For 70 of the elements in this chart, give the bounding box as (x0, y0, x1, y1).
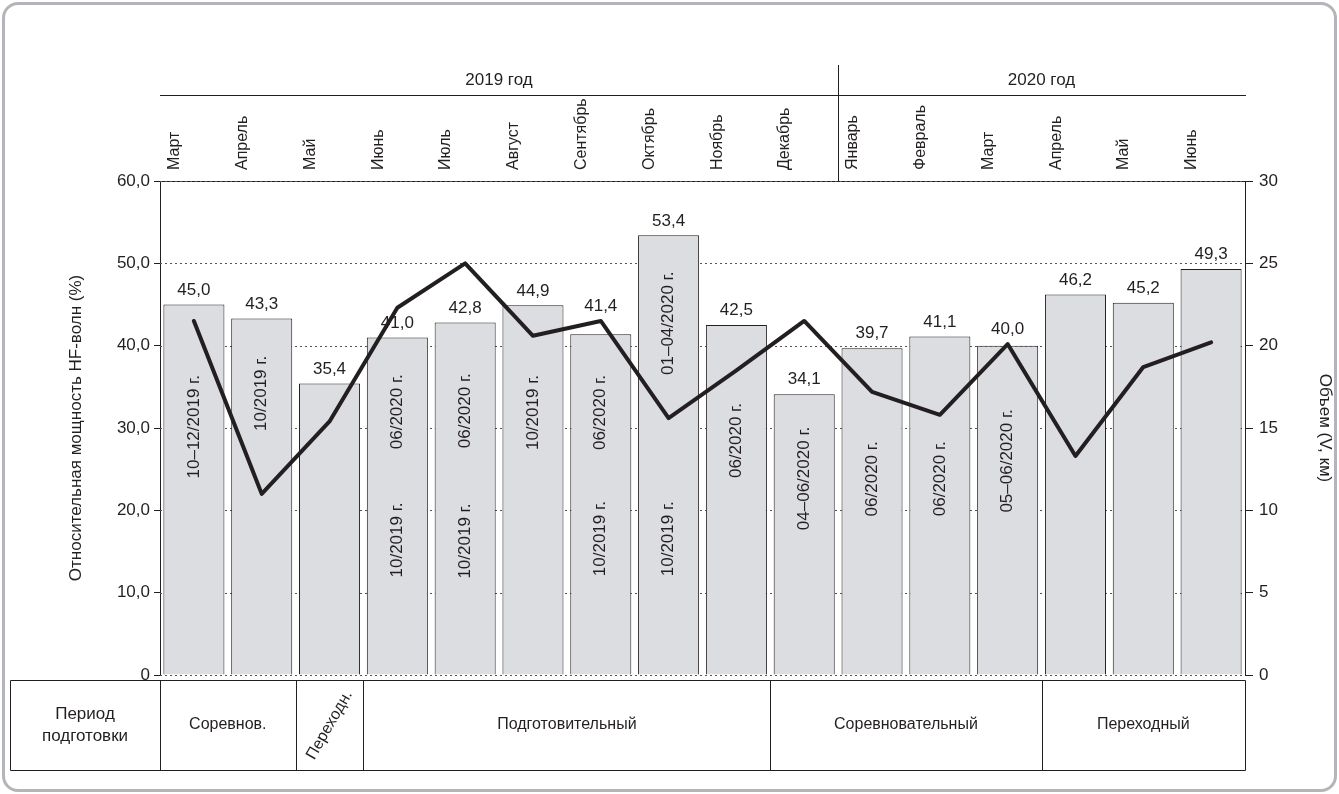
annotation: 01–04/2020 г. (658, 271, 678, 375)
x-tick-label: Май (1114, 138, 1132, 170)
y-axis-title: Относительная мощность HF-волн (%) (65, 274, 85, 582)
data-label: 39,7 (855, 323, 889, 343)
text: 2019 год (464, 69, 534, 91)
y2-tick-label: 20 (1259, 335, 1278, 355)
x-tick-label: Август (504, 121, 522, 170)
y2-tick-label: 30 (1259, 170, 1278, 190)
annotation: 10–12/2019 г. (183, 375, 203, 479)
data-label: 46,2 (1058, 269, 1093, 289)
annotation: 06/2020 г. (454, 373, 474, 449)
annotation: 04–06/2020 г. (793, 426, 813, 531)
x-tick-label: Апрель (1046, 115, 1064, 170)
annotation: 06/2020 г. (726, 403, 746, 479)
annotation: 05–06/2020 г. (997, 409, 1017, 513)
data-label: 41,4 (584, 296, 618, 316)
data-label: 53,4 (652, 210, 686, 230)
y-tick-label: 40,0 (116, 335, 150, 355)
text: Период подготовки (41, 703, 129, 745)
data-label: 42,8 (448, 297, 482, 317)
text: Подготовительный (497, 715, 637, 733)
y2-tick-label: 15 (1259, 417, 1278, 437)
x-tick-label: Июнь (1182, 129, 1200, 170)
text: Соревнов. (189, 715, 267, 733)
annotation: 10/2019 г. (522, 375, 542, 451)
data-label: 43,3 (245, 293, 279, 313)
text: 2020 год (1006, 69, 1077, 91)
x-tick-label: Март (978, 131, 996, 170)
y2-tick-label: 5 (1259, 582, 1269, 602)
x-tick-label: Декабрь (775, 107, 793, 170)
annotation: 06/2020 г. (929, 441, 949, 517)
data-label: 45,2 (1126, 278, 1160, 298)
text: Соревновательный (834, 715, 978, 733)
data-label: 44,9 (516, 280, 550, 300)
x-tick-label: Март (165, 131, 183, 170)
data-label: 34,1 (787, 369, 821, 389)
x-tick-label: Февраль (911, 104, 929, 170)
annotation: 06/2020 г. (590, 375, 610, 451)
y2-axis-title: Объем (V, км) (1316, 373, 1336, 483)
y-tick-label: 0 (140, 664, 150, 684)
x-tick-label: Апрель (232, 115, 250, 170)
y-tick-label: 30,0 (116, 417, 150, 437)
x-tick-label: Январь (843, 115, 861, 170)
annotation: 10/2019 г. (387, 502, 407, 578)
annotation: 06/2020 г. (387, 374, 407, 450)
data-label: 42,5 (719, 300, 753, 320)
y-tick-label: 50,0 (116, 253, 150, 273)
annotation: 10/2019 г. (658, 501, 678, 577)
annotation: 10/2019 г. (590, 501, 610, 577)
y2-tick-label: 10 (1259, 500, 1278, 520)
y-tick-label: 60,0 (116, 170, 150, 190)
annotation: 10/2019 г. (454, 503, 474, 579)
x-tick-label: Май (300, 138, 318, 170)
data-label: 45,0 (177, 279, 211, 299)
data-label: 49,3 (1194, 244, 1228, 264)
y-tick-label: 10,0 (116, 582, 150, 602)
annotation: 10/2019 г. (251, 355, 271, 431)
x-tick-label: Октябрь (639, 107, 657, 170)
y-tick-label: 20,0 (116, 500, 150, 520)
x-tick-label: Сентябрь (571, 98, 589, 170)
y2-tick-label: 0 (1259, 664, 1269, 684)
data-label: 40,0 (991, 319, 1025, 339)
data-label: 41,1 (923, 311, 957, 331)
text: Переходный (1096, 715, 1190, 733)
x-tick-label: Ноябрь (707, 114, 725, 170)
annotation: 06/2020 г. (861, 441, 881, 517)
y2-tick-label: 25 (1259, 253, 1278, 273)
x-tick-label: Июль (436, 129, 454, 170)
data-label: 35,4 (312, 358, 347, 378)
x-tick-label: Июнь (368, 129, 386, 170)
